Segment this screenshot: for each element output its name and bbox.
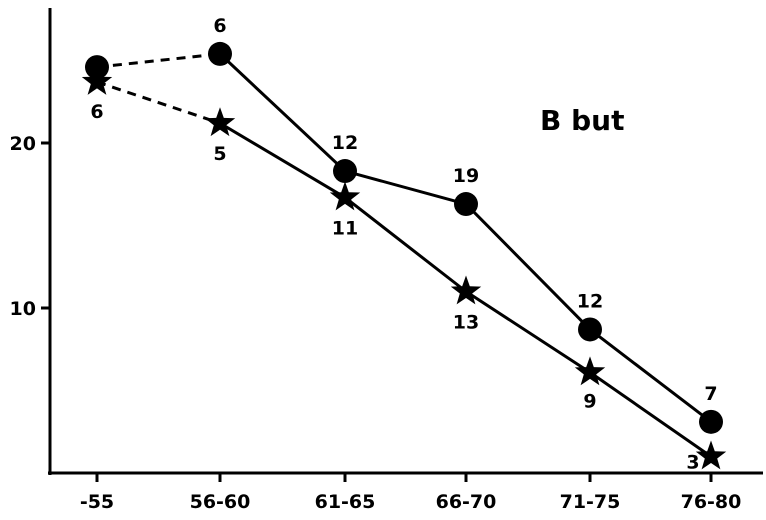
series-2-segment (589, 371, 712, 458)
star-marker (329, 181, 361, 211)
x-tick-label: 66-70 (436, 491, 497, 513)
point-label: 3 (686, 452, 699, 474)
series-1-segment (218, 52, 347, 173)
point-label: 6 (213, 15, 226, 37)
circle-marker (454, 192, 478, 217)
x-tick-label: 71-75 (560, 491, 621, 513)
x-tick-label: -55 (80, 491, 114, 513)
star-marker (450, 275, 482, 305)
ticks-layer: -55 56-60 61-65 66-70 71-75 76-80 10 20 (10, 133, 742, 513)
circle-marker (578, 317, 602, 342)
series-1-segment (96, 52, 221, 69)
markers-layer (81, 41, 727, 470)
series-1-segment (464, 202, 592, 331)
star-marker (81, 65, 113, 95)
y-tick-label: 10 (10, 298, 36, 320)
circle-marker (333, 159, 357, 184)
series-2-segment (465, 290, 591, 374)
x-tick-label: 56-60 (190, 491, 251, 513)
chart-title: B but (540, 104, 624, 137)
series-2-segment (344, 196, 467, 293)
series-2-segment (219, 121, 346, 199)
star-marker (574, 356, 606, 386)
point-label: 12 (332, 132, 358, 154)
series-1-segment (589, 328, 712, 424)
point-label: 19 (453, 165, 479, 187)
x-tick-label: 61-65 (315, 491, 376, 513)
star-marker (695, 440, 727, 470)
star-marker (204, 107, 236, 137)
lines-layer (96, 52, 712, 458)
point-label: 13 (453, 312, 479, 334)
y-tick-label: 20 (10, 133, 36, 155)
point-label: 9 (583, 390, 596, 412)
series-2-segment (96, 80, 221, 125)
series-1-segment (344, 169, 467, 206)
point-label: 7 (704, 383, 717, 405)
point-label: 6 (90, 101, 103, 123)
point-label: 11 (332, 217, 358, 239)
circle-marker (699, 409, 723, 434)
labels-layer: 6 12 19 12 7 6 5 11 13 9 3 (90, 15, 717, 474)
point-label: 12 (577, 290, 603, 312)
x-tick-label: 76-80 (681, 491, 742, 513)
circle-marker (208, 41, 232, 66)
point-label: 5 (213, 143, 226, 165)
